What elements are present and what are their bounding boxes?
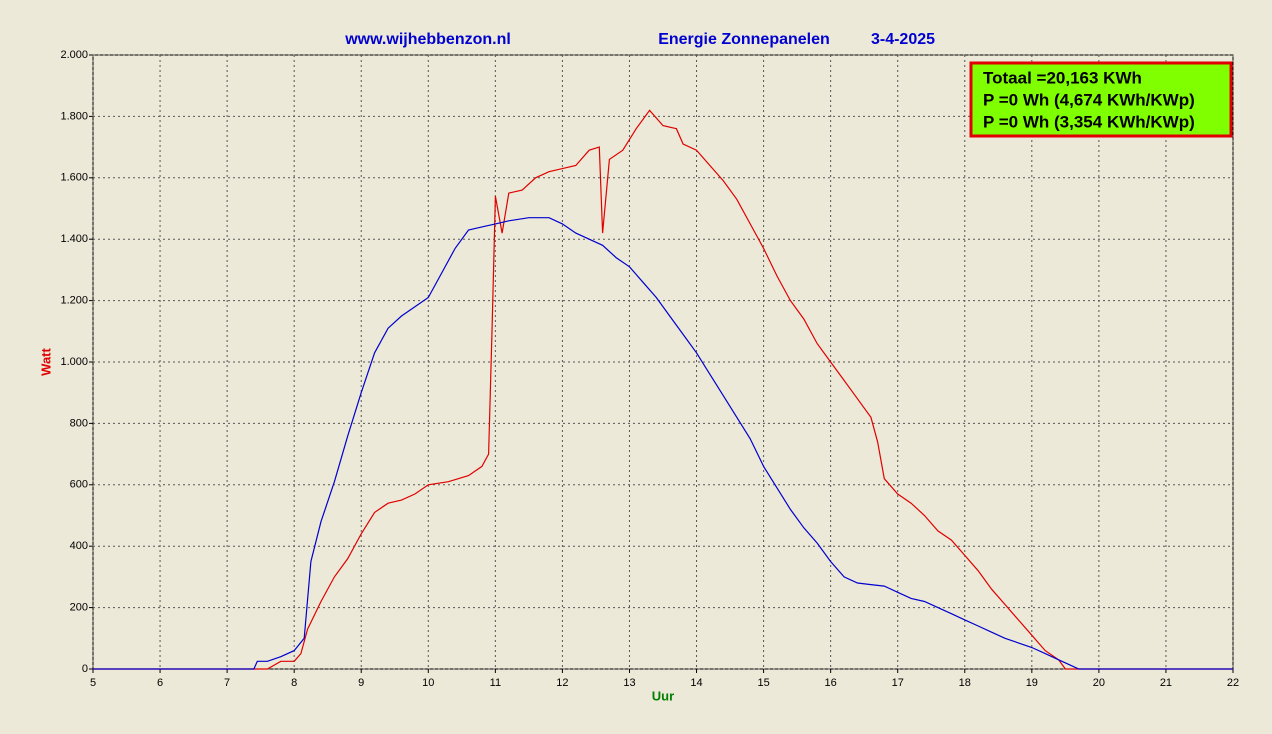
x-axis-label: Uur — [652, 688, 674, 703]
date: 3-4-2025 — [871, 31, 935, 48]
site: www.wijhebbenzon.nl — [344, 31, 511, 48]
x-tick-label: 17 — [892, 677, 904, 689]
y-tick-label: 1.200 — [60, 295, 88, 307]
chart-title: Energie Zonnepanelen — [658, 31, 830, 48]
summary-line: P =0 Wh (4,674 KWh/KWp) — [983, 90, 1195, 109]
y-tick-label: 0 — [82, 663, 88, 675]
y-tick-label: 1.800 — [60, 110, 88, 122]
y-tick-label: 600 — [70, 479, 88, 491]
plot: 0 200 400 600 800 1.000 1.200 1.400 1.600 1.800 2.… — [60, 49, 1239, 689]
y-tick-label: 1.000 — [60, 356, 88, 368]
x-tick-label: 20 — [1093, 677, 1105, 689]
x-tick-label: 21 — [1160, 677, 1172, 689]
summary-line: Totaal =20,163 KWh — [983, 68, 1142, 87]
x-tick-label: 15 — [757, 677, 769, 689]
series-line — [93, 217, 1233, 670]
x-tick-label: 5 — [90, 677, 96, 689]
x-tick-label: 18 — [959, 677, 971, 689]
summary-box — [969, 61, 1233, 138]
y-tick-label: 1.600 — [60, 172, 88, 184]
x-tick-label: 19 — [1026, 677, 1038, 689]
y-tick-label: 1.400 — [60, 233, 88, 245]
x-tick-label: 11 — [490, 677, 501, 689]
x-tick-label: 22 — [1227, 677, 1239, 689]
x-tick-label: 9 — [358, 677, 364, 689]
y-axis-label: Watt — [38, 347, 53, 375]
y-tick-label: 400 — [70, 540, 88, 552]
summary-line: P =0 Wh (3,354 KWh/KWp) — [983, 112, 1195, 131]
x-tick-label: 14 — [690, 677, 702, 689]
x-tick-label: 8 — [291, 677, 297, 689]
x-tick-label: 7 — [224, 677, 230, 689]
x-tick-label: 6 — [157, 677, 163, 689]
series-line — [93, 109, 1233, 670]
x-tick-label: 12 — [556, 677, 568, 689]
x-tick-label: 13 — [623, 677, 635, 689]
x-tick-label: 10 — [422, 677, 434, 689]
x-tick-label: 16 — [825, 677, 837, 689]
y-tick-label: 2.000 — [60, 49, 88, 61]
y-tick-label: 800 — [70, 417, 88, 429]
y-tick-label: 200 — [70, 602, 88, 614]
